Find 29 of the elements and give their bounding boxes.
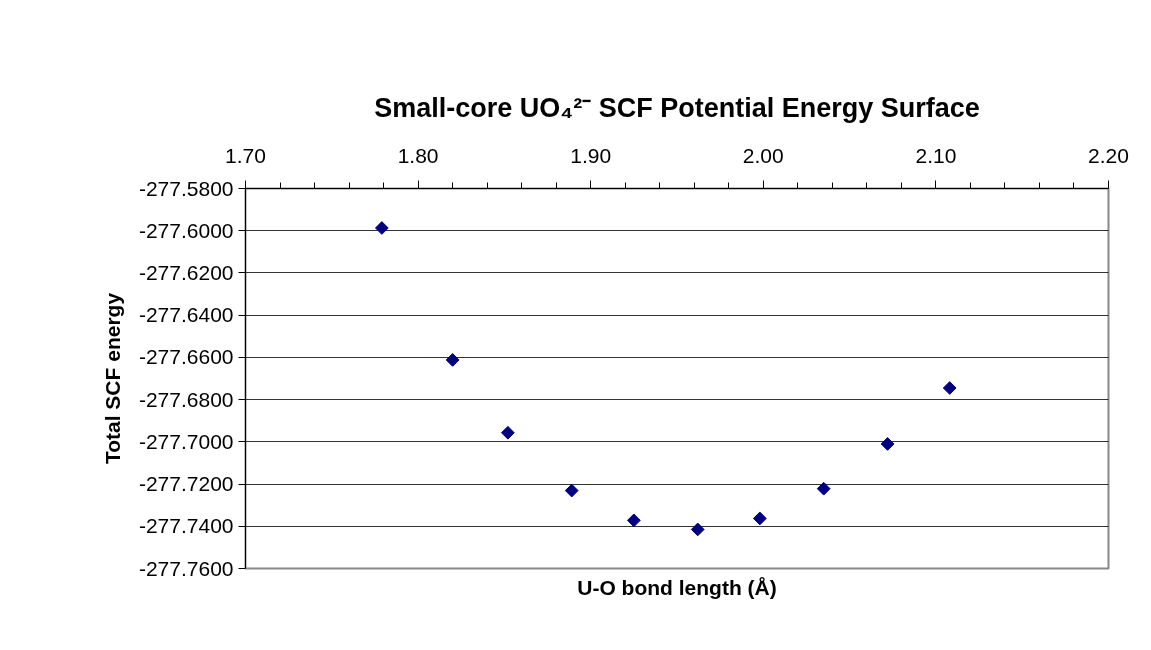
point (374, 221, 389, 235)
point (564, 483, 579, 498)
y-tick-label: -277.7200 (138, 472, 234, 496)
y-tick-label: -277.7400 (138, 514, 234, 538)
point (816, 481, 831, 496)
y-tick-label: -277.6200 (138, 260, 234, 284)
y-tick-label: -277.6400 (138, 303, 234, 327)
x-axis-title: U-O bond length (Å) (577, 575, 777, 599)
point (942, 381, 957, 395)
x-tick-label: 1.90 (570, 143, 612, 167)
y-tick-label: -277.7000 (138, 429, 234, 453)
y-axis-title: Total SCF energy (100, 292, 124, 465)
y-tick-label: -277.5800 (138, 176, 234, 200)
x-tick-label: 2.10 (915, 143, 957, 167)
point (500, 425, 515, 440)
y-tick-label: -277.6000 (138, 218, 234, 242)
point (880, 437, 895, 451)
point (626, 513, 641, 528)
x-tick-label: 2.00 (742, 143, 784, 167)
x-tick-label: 2.20 (1088, 143, 1129, 167)
x-tick-label: 1.70 (225, 143, 266, 167)
chart-title: Small-core UO₄²⁻ SCF Potential Energy Surface (374, 93, 980, 123)
point (690, 522, 705, 537)
point (752, 511, 767, 526)
point (445, 353, 460, 367)
x-tick-label: 1.80 (397, 143, 439, 167)
y-tick-label: -277.6600 (138, 345, 234, 369)
y-tick-label: -277.6800 (138, 387, 234, 411)
y-tick-label: -277.7600 (138, 556, 234, 580)
